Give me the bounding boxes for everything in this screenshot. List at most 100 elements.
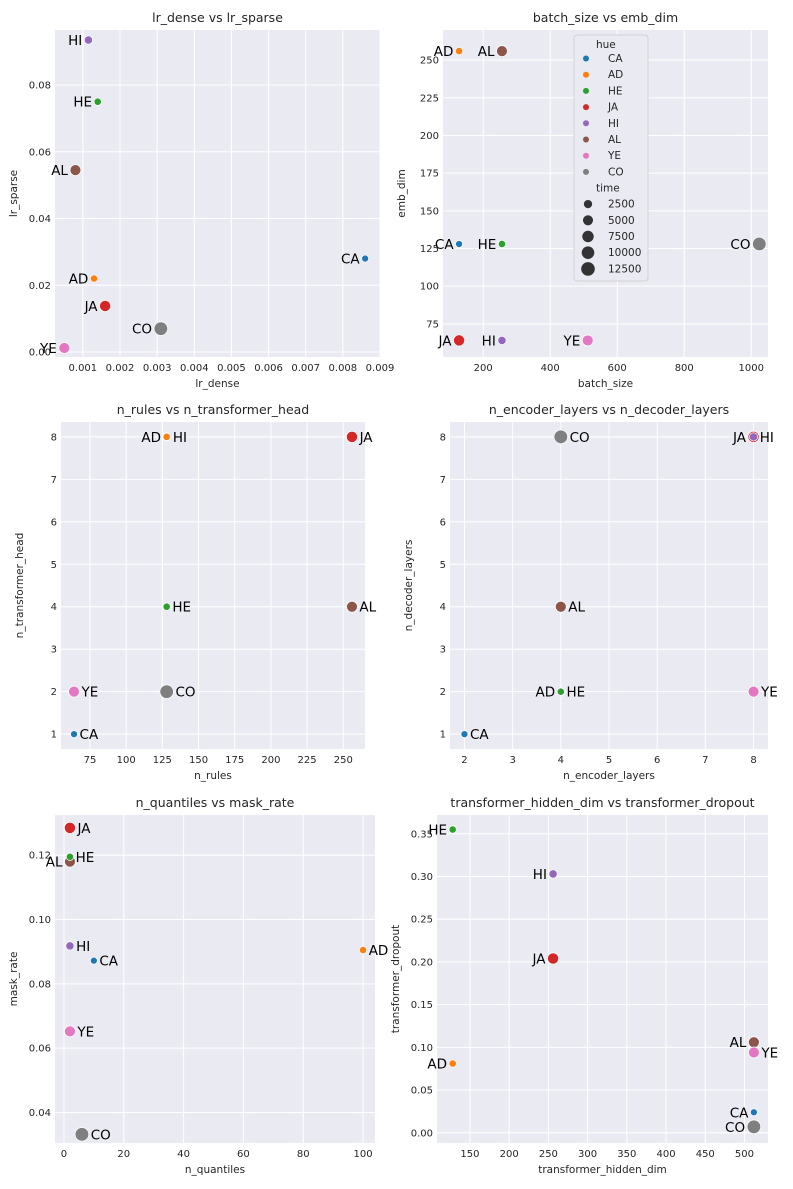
x-tick-label: 250 [334,755,353,766]
x-tick-label: 1000 [739,363,764,374]
y-tick-label: 0.10 [411,1043,433,1054]
point-label-ja: JA [84,299,99,315]
x-tick-label: 8 [750,755,756,766]
point-label-ye: YE [760,685,778,701]
point-ja [99,300,112,312]
point-label-hi: HI [76,939,90,955]
point-ad [162,432,171,441]
y-tick-label: 4 [440,602,446,613]
y-tick-label: 125 [420,244,439,255]
point-label-he: HE [566,685,585,701]
x-tick-label: 60 [237,1149,250,1160]
x-tick-label: 40 [177,1149,190,1160]
y-tick-label: 175 [420,169,439,180]
y-tick-label: 0.08 [29,979,51,990]
y-tick-label: 0.00 [29,347,51,358]
y-tick-label: 0.35 [411,829,433,840]
y-tick-label: 0.30 [411,872,433,883]
point-ad [448,1059,457,1068]
plot-area [437,815,768,1143]
scatter-panel-6: 150 200 250 300 350 400 450 500 0.00 0.05 0.10 0.15… [390,795,778,1176]
point-label-ye: YE [80,685,98,701]
x-axis-label: lr_dense [195,378,239,390]
legend-marker-co [583,168,589,175]
y-axis-label: n_decoder_layers [403,540,415,632]
point-label-ad: AD [69,272,89,288]
x-tick-label: 250 [539,1149,558,1160]
point-label-al: AL [51,163,68,179]
point-label-ca: CA [470,727,489,743]
legend-size-title: time [596,183,620,195]
x-tick-label: 0.007 [291,363,320,374]
point-ad [89,274,99,283]
y-tick-label: 0.00 [411,1128,433,1139]
point-hi [83,35,93,45]
point-ja [453,334,466,347]
legend-label-ye: YE [607,150,621,162]
chart-title: transformer_hidden_dim vs transformer_dr… [450,795,754,810]
x-tick-label: 80 [297,1149,310,1160]
legend-size-label: 10000 [608,247,641,259]
scatter-panel-1: 0.001 0.002 0.003 0.004 0.005 0.006 0.007 0.008… [8,10,394,390]
point-hi [548,869,558,879]
chart-title: n_encoder_layers vs n_decoder_layers [489,402,729,417]
x-tick-label: 5 [606,755,612,766]
y-tick-label: 1 [440,730,446,741]
legend: hue CA AD HE JA HI AL YE CO time 2500 5000 7500 10000… [573,34,649,282]
point-label-ca: CA [99,954,118,970]
point-label-hi: HI [533,867,547,883]
legend-size-marker [581,262,595,276]
point-label-ja: JA [77,821,92,837]
point-label-ye: YE [39,341,57,357]
point-label-ye: YE [76,1024,94,1040]
y-tick-label: 2 [51,687,57,698]
x-tick-label: 20 [117,1149,130,1160]
point-co [153,321,169,336]
point-ca [90,956,98,965]
point-label-ca: CA [80,727,99,743]
point-label-ye: YE [760,1045,778,1061]
x-tick-label: 150 [460,1149,479,1160]
point-label-ja: JA [532,952,547,968]
x-tick-label: 0.005 [217,363,246,374]
y-tick-label: 5 [440,560,446,571]
point-label-he: HE [76,850,95,866]
point-label-ca: CA [435,237,454,253]
x-tick-label: 0.001 [69,363,98,374]
point-label-co: CO [91,1127,111,1143]
x-tick-label: 0.009 [366,363,395,374]
x-tick-label: 600 [608,363,627,374]
point-label-al: AL [568,600,585,616]
x-tick-label: 225 [298,755,317,766]
point-label-ad: AD [369,943,389,959]
y-tick-label: 3 [440,645,446,656]
point-label-he: HE [428,823,447,839]
y-axis-label: emb_dim [396,169,408,217]
y-tick-label: 0.25 [411,915,433,926]
legend-marker-he [583,87,589,94]
y-tick-label: 0.04 [29,1108,51,1119]
point-label-ad: AD [434,44,454,60]
point-hi [749,432,759,442]
point-label-hi: HI [173,430,187,446]
point-he [556,687,565,696]
point-ye [581,334,594,347]
point-label-co: CO [132,322,152,338]
y-tick-label: 0.05 [411,1086,433,1097]
point-co [553,429,568,445]
point-hi [65,941,75,951]
x-axis-label: n_quantiles [185,1164,245,1176]
point-ye [58,342,71,354]
legend-marker-al [583,136,589,143]
point-label-co: CO [725,1120,745,1136]
y-tick-label: 7 [51,475,57,486]
x-tick-label: 100 [353,1149,372,1160]
point-ca [455,240,463,248]
point-ja [64,821,76,834]
y-tick-label: 5 [51,560,57,571]
x-tick-label: 200 [474,363,493,374]
point-label-ad: AD [536,685,556,701]
point-co [74,1127,90,1142]
y-tick-label: 3 [51,645,57,656]
